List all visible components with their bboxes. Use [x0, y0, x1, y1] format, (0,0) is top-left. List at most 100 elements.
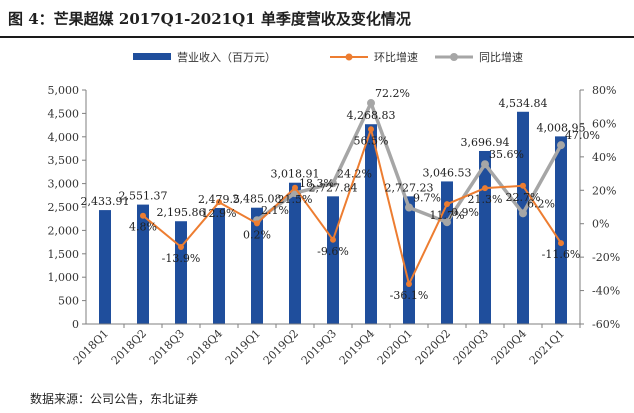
qoq-point [368, 126, 374, 133]
qoq-point [216, 199, 222, 206]
revenue-bar [99, 210, 111, 324]
revenue-data-label: 2,551.37 [119, 190, 168, 203]
revenue-data-label: 3,018.91 [271, 168, 320, 181]
revenue-bar [251, 207, 263, 324]
qoq-point [406, 281, 412, 288]
left-tick-label: 4,500 [48, 107, 80, 120]
revenue-bar [517, 111, 529, 324]
revenue-data-label: 2,433.91 [81, 195, 130, 208]
revenue-data-label: 2,195.86 [157, 206, 206, 219]
right-tick-label: 40% [592, 151, 616, 164]
yoy-data-label: 72.2% [375, 87, 410, 100]
yoy-data-label: 6.2% [527, 197, 555, 210]
revenue-data-label: 4,268.83 [347, 109, 396, 122]
x-tick-label: 2020Q2 [413, 327, 453, 367]
chart-legend: 营业收入（百万元） 环比增速 同比增速 [133, 50, 523, 64]
x-tick-label: 2019Q4 [337, 327, 377, 367]
qoq-data-label: 56.5% [354, 134, 389, 147]
left-tick-label: 2,000 [48, 224, 80, 237]
yoy-point [405, 203, 413, 212]
yoy-data-label: 47.0% [565, 129, 600, 142]
yoy-data-label: 18.3% [299, 177, 334, 190]
left-tick-label: 3,000 [48, 178, 80, 191]
left-tick-label: 1,500 [48, 248, 80, 261]
right-tick-label: 80% [592, 84, 616, 97]
x-tick-label: 2018Q4 [185, 327, 225, 367]
legend-marker-qoq [345, 53, 353, 61]
qoq-point [292, 184, 298, 191]
qoq-data-label: 21.3% [468, 193, 503, 206]
revenue-data-label: 2,727.23 [385, 181, 434, 194]
legend-label-yoy: 同比增速 [479, 50, 523, 64]
revenue-bar [365, 124, 377, 325]
qoq-data-label: 11.7% [430, 209, 465, 222]
legend-swatch-revenue [133, 53, 171, 60]
left-tick-label: 2,500 [48, 201, 80, 214]
yoy-point [367, 99, 375, 108]
revenue-data-label: 2,479.5 [198, 193, 240, 206]
yoy-point [519, 209, 527, 218]
x-tick-label: 2021Q1 [527, 327, 567, 367]
qoq-data-label: 0.2% [243, 228, 271, 241]
revenue-data-label: 3,696.94 [461, 136, 510, 149]
right-tick-label: 0% [592, 218, 609, 231]
x-tick-label: 2019Q1 [223, 327, 263, 367]
right-axis: -60% -40% -20% 0% 20% 40% 60% 80% [579, 84, 620, 331]
legend-label-revenue: 营业收入（百万元） [177, 50, 276, 64]
qoq-point [178, 243, 184, 250]
legend-marker-yoy [450, 53, 458, 61]
x-tick-label: 2019Q2 [261, 327, 301, 367]
qoq-data-label: -11.6% [542, 248, 581, 261]
yoy-data-label: 24.2% [337, 167, 372, 180]
revenue-bar [403, 196, 415, 324]
revenue-data-label: 4,534.84 [499, 97, 548, 110]
revenue-bar [213, 207, 225, 324]
x-tick-label: 2020Q4 [489, 327, 529, 367]
yoy-data-label: 2.1% [261, 204, 289, 217]
revenue-data-label: 4,008.95 [537, 121, 586, 134]
yoy-point [557, 141, 565, 150]
right-tick-label: -40% [592, 285, 620, 298]
left-tick-label: 3,500 [48, 154, 80, 167]
revenue-data-label: 2,727.84 [309, 181, 358, 194]
revenue-data-label: 2,485.08 [233, 193, 282, 206]
qoq-data-label: -36.1% [390, 289, 429, 302]
qoq-data-label: -9.6% [317, 245, 349, 258]
revenue-data-label: 3,046.53 [423, 166, 472, 179]
x-tick-label: 2020Q1 [375, 327, 415, 367]
x-tick-label: 2019Q3 [299, 327, 339, 367]
qoq-data-label: 12.9% [202, 207, 237, 220]
x-axis: 2018Q12018Q22018Q32018Q42019Q12019Q22019… [71, 323, 581, 367]
line-series [140, 99, 565, 288]
revenue-bar [327, 196, 339, 324]
source-note: 数据来源：公司公告，东北证券 [30, 392, 199, 406]
qoq-point [330, 236, 336, 243]
left-tick-label: 5,000 [48, 84, 80, 97]
right-tick-label: 20% [592, 184, 616, 197]
left-axis: 0 500 1,000 1,500 2,000 2,500 3,000 3,500 4,000 4… [48, 84, 87, 331]
data-labels: 2,433.912,551.37 2,195.862,479.52,485.08 3… [81, 87, 600, 302]
qoq-point [444, 201, 450, 208]
left-tick-label: 500 [58, 295, 79, 308]
qoq-point [254, 220, 260, 227]
qoq-data-label: 4.8% [129, 221, 157, 234]
revenue-bar [137, 204, 149, 324]
qoq-point [558, 240, 564, 247]
qoq-data-label: 21.5% [278, 193, 313, 206]
yoy-point [329, 179, 337, 188]
right-tick-label: -20% [592, 251, 620, 264]
revenue-bar [175, 221, 187, 324]
x-tick-label: 2018Q3 [147, 327, 187, 367]
qoq-point [520, 182, 526, 189]
yoy-point [443, 218, 451, 227]
yoy-data-label: 9.7% [413, 192, 441, 205]
qoq-point [140, 212, 146, 219]
yoy-data-label: 35.6% [489, 148, 524, 161]
right-tick-label: -60% [592, 318, 620, 331]
left-tick-label: 1,000 [48, 271, 80, 284]
x-tick-label: 2018Q2 [109, 327, 149, 367]
qoq-data-label: -13.9% [162, 252, 201, 265]
x-tick-label: 2018Q1 [71, 327, 111, 367]
revenue-bar [555, 136, 567, 324]
